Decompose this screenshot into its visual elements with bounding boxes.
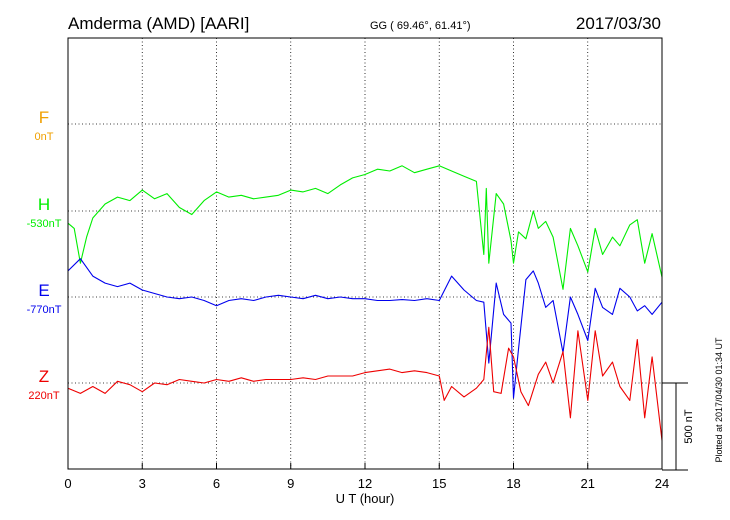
series-name-F: F — [39, 108, 49, 127]
x-tick-label: 3 — [139, 476, 146, 491]
x-tick-label: 24 — [655, 476, 669, 491]
series-baseline-H: -530nT — [27, 218, 62, 230]
date-label: 2017/03/30 — [576, 14, 661, 33]
series-lines — [67, 165, 663, 441]
x-axis-ticks: 0 3 6 9 12 15 18 21 24 — [64, 463, 669, 491]
x-axis-label: U T (hour) — [336, 491, 395, 506]
x-tick-label: 6 — [213, 476, 220, 491]
plotted-timestamp: Plotted at 2017/04/30 01:34 UT — [714, 337, 724, 463]
grid-lines — [68, 38, 662, 469]
series-line-E — [67, 258, 663, 399]
series-baseline-F: 0nT — [35, 131, 54, 143]
series-labels: F 0nT H -530nT E -770nT Z 220nT — [27, 108, 62, 402]
plot-frame — [67, 37, 663, 470]
x-tick-label: 12 — [358, 476, 372, 491]
x-tick-label: 9 — [287, 476, 294, 491]
x-tick-label: 15 — [432, 476, 446, 491]
series-baseline-E: -770nT — [27, 304, 62, 316]
series-line-H — [67, 165, 663, 290]
x-tick-label: 0 — [64, 476, 71, 491]
coordinates-label: GG ( 69.46°, 61.41°) — [370, 20, 471, 32]
station-title: Amderma (AMD) [AARI] — [68, 14, 249, 33]
scale-bar: 500 nT — [662, 382, 695, 471]
series-line-Z — [67, 326, 663, 441]
series-baseline-Z: 220nT — [28, 390, 59, 402]
x-tick-label: 21 — [581, 476, 595, 491]
scale-bar-label: 500 nT — [683, 409, 695, 444]
x-tick-label: 18 — [506, 476, 520, 491]
series-name-Z: Z — [39, 367, 49, 386]
series-name-H: H — [38, 195, 50, 214]
series-name-E: E — [38, 281, 49, 300]
